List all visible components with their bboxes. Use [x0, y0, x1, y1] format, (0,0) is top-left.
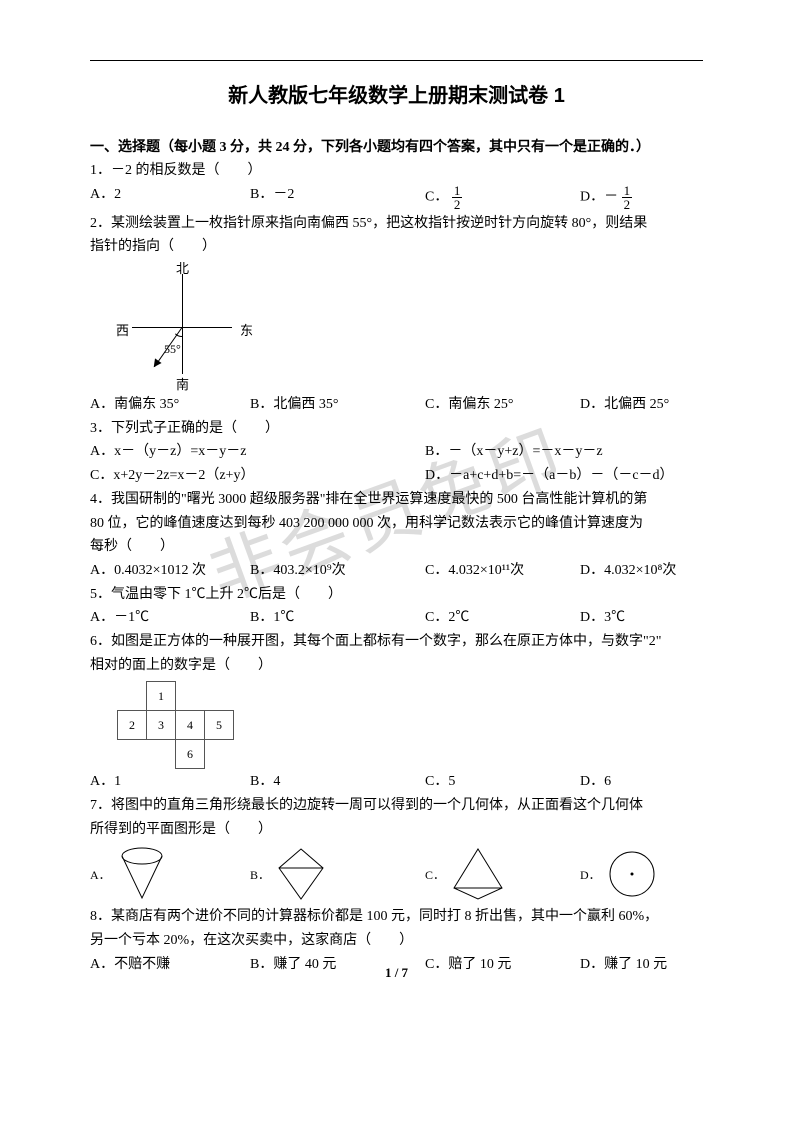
q4-d: D．4.032×10⁸次: [580, 560, 703, 582]
q1-c-den: 2: [452, 198, 463, 211]
q1-d-num: 1: [622, 184, 633, 198]
q6-d: D．6: [580, 771, 703, 793]
q6-a: A．1: [90, 771, 250, 793]
q4-a: A．0.4032×1012 次: [90, 560, 250, 582]
q7-fig-a: [117, 846, 167, 902]
q7-a-label: A．: [90, 866, 111, 883]
q6-c: C．5: [425, 771, 580, 793]
q3-d: D．－a+c+d+b=－（a－b）－（－c－d）: [425, 465, 703, 487]
cell-5: 5: [204, 710, 234, 740]
q7-fig-c: [451, 846, 505, 902]
top-rule: [90, 60, 703, 61]
q3-a: A．x－（y－z）=x－y－z: [90, 441, 425, 463]
compass-figure: 北 南 西 东 55°: [114, 262, 254, 392]
q3-row2: C．x+2y－2z=x－2（z+y） D．－a+c+d+b=－（a－b）－（－c…: [90, 465, 703, 487]
cell-3: 3: [146, 710, 176, 740]
q8-c: C．赔了 10 元: [425, 954, 580, 976]
q4-l3: 每秒（ ）: [90, 536, 703, 558]
q4-l2: 80 位，它的峰值速度达到每秒 403 200 000 000 次，用科学记数法…: [90, 513, 703, 535]
q6-l1: 6．如图是正方体的一种展开图，其每个面上都标有一个数字，那么在原正方体中，与数字…: [90, 631, 703, 653]
q2-a: A．南偏东 35°: [90, 394, 250, 416]
q7-fig-b: [276, 846, 326, 902]
compass-south: 南: [176, 374, 189, 393]
q8-a: A．不赔不赚: [90, 954, 250, 976]
q1-b: B．－2: [250, 184, 425, 211]
q1-d-prefix: D．－: [580, 189, 618, 204]
q4-b: B．403.2×10⁹次: [250, 560, 425, 582]
q1-d-den: 2: [622, 198, 633, 211]
q2-options: A．南偏东 35° B．北偏西 35° C．南偏东 25° D．北偏西 25°: [90, 394, 703, 416]
q7-c-label: C．: [425, 866, 445, 883]
q7-figures: A． B． C． D．: [90, 846, 703, 902]
q5-c: C．2℃: [425, 607, 580, 629]
cell-1: 1: [146, 681, 176, 711]
q7-b-label: B．: [250, 866, 270, 883]
compass-east: 东: [240, 320, 253, 339]
cell-6: 6: [175, 739, 205, 769]
q4-l1: 4．我国研制的"曙光 3000 超级服务器"排在全世界运算速度最快的 500 台…: [90, 489, 703, 511]
q6-l2: 相对的面上的数字是（ ）: [90, 655, 703, 677]
q8-b: B．赚了 40 元: [250, 954, 425, 976]
cube-unfold-figure: 1 2 3 4 5 6: [118, 682, 278, 769]
compass-north: 北: [176, 258, 189, 277]
q4-c: C．4.032×10¹¹次: [425, 560, 580, 582]
q8-l2: 另一个亏本 20%，在这次买卖中，这家商店（ ）: [90, 930, 703, 952]
q8-l1: 8．某商店有两个进价不同的计算器标价都是 100 元，同时打 8 折出售，其中一…: [90, 906, 703, 928]
q6-options: A．1 B．4 C．5 D．6: [90, 771, 703, 793]
q3-row1: A．x－（y－z）=x－y－z B．－（x－y+z）=－x－y－z: [90, 441, 703, 463]
section-heading: 一、选择题（每小题 3 分，共 24 分，下列各小题均有四个答案，其中只有一个是…: [90, 136, 703, 156]
q5-a: A．－1℃: [90, 607, 250, 629]
q1-d-frac: 1 2: [622, 184, 633, 211]
q2-text1: 2．某测绘装置上一枚指针原来指向南偏西 55°，把这枚指针按逆时针方向旋转 80…: [90, 213, 703, 235]
q2-b: B．北偏西 35°: [250, 394, 425, 416]
q3-c: C．x+2y－2z=x－2（z+y）: [90, 465, 425, 487]
compass-west: 西: [116, 320, 129, 339]
q2-d: D．北偏西 25°: [580, 394, 703, 416]
q8-options: A．不赔不赚 B．赚了 40 元 C．赔了 10 元 D．赚了 10 元: [90, 954, 703, 976]
q6-b: B．4: [250, 771, 425, 793]
cell-4: 4: [175, 710, 205, 740]
q2-text2: 指针的指向（ ）: [90, 236, 703, 258]
q1-d: D．－ 1 2: [580, 184, 703, 211]
q3-b: B．－（x－y+z）=－x－y－z: [425, 441, 703, 463]
q8-d: D．赚了 10 元: [580, 954, 703, 976]
q1-text: 1．－2 的相反数是（ ）: [90, 160, 703, 182]
q3-text: 3．下列式子正确的是（ ）: [90, 418, 703, 440]
q1-c-num: 1: [452, 184, 463, 198]
cell-2: 2: [117, 710, 147, 740]
q5-b: B．1℃: [250, 607, 425, 629]
q7-l2: 所得到的平面图形是（ ）: [90, 819, 703, 841]
page-title: 新人教版七年级数学上册期末测试卷 1: [90, 79, 703, 108]
q7-fig-d: [607, 849, 657, 899]
q4-options: A．0.4032×1012 次 B．403.2×10⁹次 C．4.032×10¹…: [90, 560, 703, 582]
q5-text: 5．气温由零下 1℃上升 2℃后是（ ）: [90, 584, 703, 606]
q1-c-frac: 1 2: [452, 184, 463, 211]
q1-a: A．2: [90, 184, 250, 211]
q1-c-prefix: C．: [425, 189, 448, 204]
q1-options: A．2 B．－2 C． 1 2 D．－ 1 2: [90, 184, 703, 211]
q2-c: C．南偏东 25°: [425, 394, 580, 416]
q5-options: A．－1℃ B．1℃ C．2℃ D．3℃: [90, 607, 703, 629]
q7-d-label: D．: [580, 866, 601, 883]
q5-d: D．3℃: [580, 607, 703, 629]
compass-angle: 55°: [164, 342, 181, 357]
q7-l1: 7．将图中的直角三角形绕最长的边旋转一周可以得到的一个几何体，从正面看这个几何体: [90, 795, 703, 817]
q1-c: C． 1 2: [425, 184, 580, 211]
